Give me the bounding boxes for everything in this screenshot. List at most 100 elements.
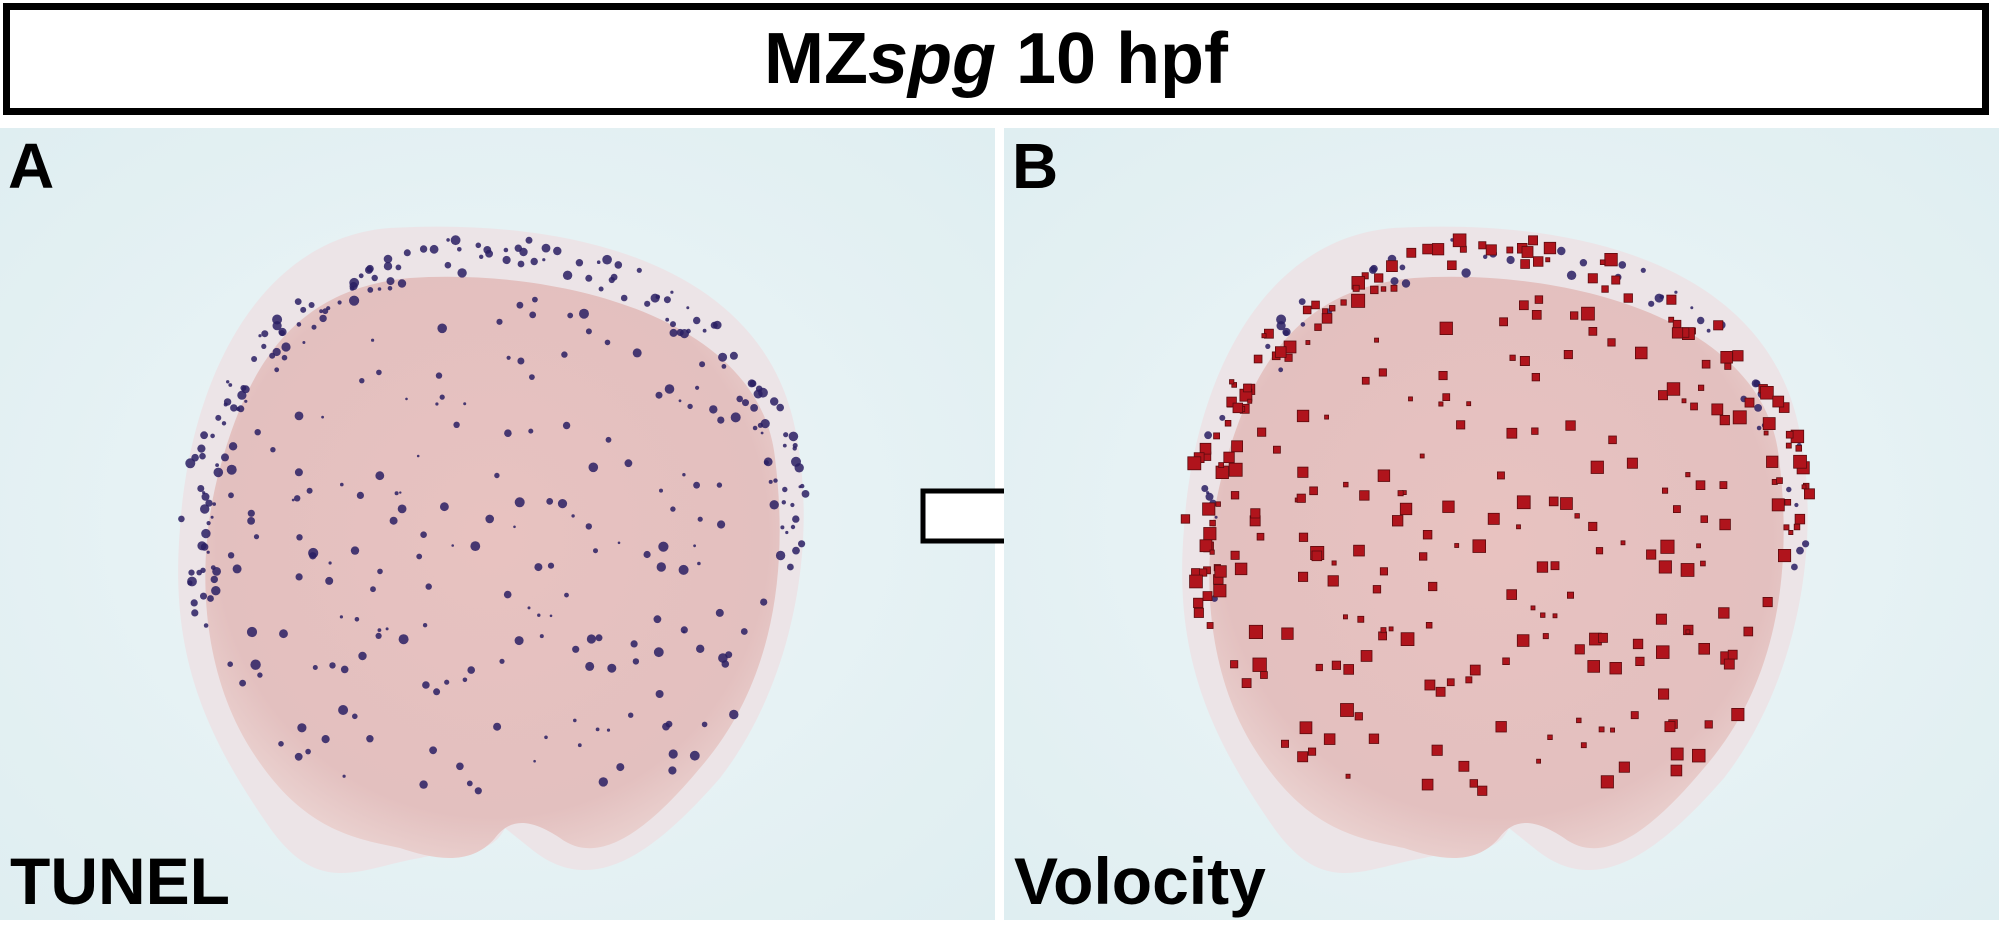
detection-box bbox=[1776, 477, 1783, 484]
detection-box bbox=[1311, 550, 1323, 562]
stain-dot bbox=[244, 399, 248, 403]
stain-dot bbox=[261, 330, 269, 338]
detection-box bbox=[1658, 688, 1670, 700]
detection-box bbox=[1623, 293, 1633, 303]
stain-dot bbox=[709, 405, 718, 414]
stain-dot bbox=[228, 383, 233, 387]
stain-dot bbox=[798, 540, 806, 548]
stain-dot bbox=[791, 456, 801, 467]
detection-box bbox=[1248, 624, 1264, 639]
detection-box bbox=[1199, 539, 1213, 553]
stain-dot bbox=[203, 623, 209, 628]
stain-dot bbox=[340, 482, 344, 487]
stain-dot bbox=[1802, 540, 1810, 548]
stain-dot bbox=[547, 562, 555, 569]
stain-dot bbox=[636, 267, 642, 273]
stain-dot bbox=[699, 361, 706, 368]
detection-box bbox=[1379, 567, 1388, 576]
detection-box bbox=[1495, 721, 1507, 733]
stain-dot bbox=[620, 294, 628, 302]
detection-box bbox=[1307, 747, 1317, 756]
detection-box bbox=[1280, 739, 1289, 748]
stain-dot bbox=[312, 665, 318, 670]
stain-dot bbox=[228, 442, 238, 451]
stain-dot bbox=[319, 309, 323, 314]
stain-dot bbox=[201, 492, 210, 501]
detection-box bbox=[1199, 442, 1212, 455]
detection-box bbox=[1695, 480, 1706, 490]
stain-dot bbox=[1461, 268, 1471, 278]
stain-dot bbox=[585, 523, 592, 530]
detection-box bbox=[1601, 285, 1609, 293]
detection-box bbox=[1431, 243, 1445, 256]
stain-dot bbox=[561, 351, 568, 358]
detection-box bbox=[1698, 643, 1710, 655]
stain-dot bbox=[226, 380, 230, 384]
stain-dot bbox=[670, 506, 676, 512]
stain-dot bbox=[294, 752, 303, 761]
stain-dot bbox=[682, 473, 686, 477]
stain-dot bbox=[678, 399, 682, 403]
detection-box bbox=[1343, 481, 1349, 488]
stain-dot bbox=[385, 627, 389, 631]
stain-dot bbox=[1298, 298, 1306, 305]
stain-dot bbox=[776, 403, 784, 412]
stain-dot bbox=[696, 644, 705, 653]
detection-box bbox=[1794, 513, 1806, 525]
detection-box bbox=[1425, 621, 1433, 629]
stain-dot bbox=[201, 528, 211, 539]
stain-dot bbox=[1756, 425, 1762, 431]
detection-box bbox=[1567, 591, 1575, 599]
stain-dot bbox=[1579, 259, 1588, 267]
detection-box bbox=[1193, 607, 1204, 618]
detection-box bbox=[1218, 462, 1225, 469]
stain-dot bbox=[1369, 266, 1377, 274]
detection-box bbox=[1442, 393, 1451, 402]
detection-box bbox=[1472, 539, 1486, 553]
detection-box bbox=[1531, 309, 1542, 320]
stain-dot bbox=[311, 324, 317, 330]
stain-dot bbox=[525, 236, 533, 244]
stain-dot bbox=[686, 306, 690, 310]
stain-dot bbox=[462, 677, 468, 683]
detection-box bbox=[1297, 751, 1309, 763]
detection-box bbox=[1670, 764, 1683, 777]
stain-dot bbox=[553, 246, 562, 256]
detection-box bbox=[1701, 359, 1711, 369]
stain-dot bbox=[753, 389, 763, 399]
detection-box bbox=[1762, 596, 1773, 608]
stain-dot bbox=[215, 463, 220, 467]
stain-dot bbox=[375, 632, 382, 639]
stain-dot bbox=[326, 306, 331, 311]
stain-dot bbox=[474, 787, 482, 795]
stain-dot bbox=[211, 586, 221, 596]
detection-box bbox=[1719, 414, 1730, 426]
stain-dot bbox=[354, 617, 360, 622]
detection-box bbox=[1447, 260, 1457, 270]
stain-dot bbox=[339, 615, 343, 619]
stain-dot bbox=[475, 242, 482, 249]
detection-box bbox=[1257, 427, 1267, 437]
stain-dot bbox=[397, 279, 407, 288]
detection-box bbox=[1297, 571, 1309, 582]
detection-box bbox=[1223, 451, 1235, 464]
stain-dot bbox=[1278, 367, 1284, 373]
detection-box bbox=[1431, 744, 1443, 756]
stain-dot bbox=[586, 634, 597, 644]
stain-dot bbox=[775, 550, 786, 561]
detection-box bbox=[1199, 568, 1208, 577]
stain-dot bbox=[517, 357, 525, 365]
stain-dot bbox=[628, 712, 634, 718]
detection-box bbox=[1581, 306, 1595, 321]
stain-dot bbox=[632, 658, 640, 665]
stain-dot bbox=[790, 502, 795, 508]
detection-box bbox=[1576, 717, 1582, 724]
stain-dot bbox=[309, 552, 317, 560]
stain-dot bbox=[504, 429, 512, 438]
detection-box bbox=[1719, 481, 1728, 490]
detection-box bbox=[1243, 383, 1252, 393]
stain-dot bbox=[206, 550, 210, 554]
detection-box bbox=[1595, 547, 1604, 555]
stain-dot bbox=[1276, 321, 1286, 331]
stain-dot bbox=[687, 403, 693, 410]
